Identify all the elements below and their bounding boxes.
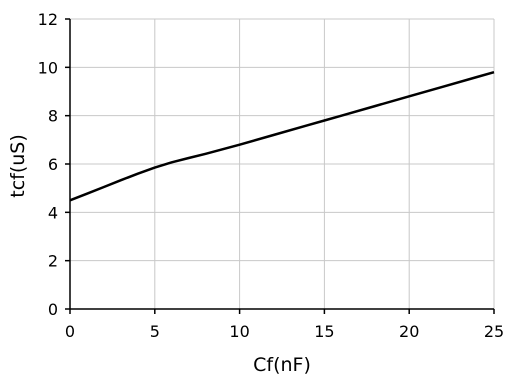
x-tick-label: 10 <box>229 322 249 341</box>
axes <box>65 18 495 314</box>
y-tick-label: 4 <box>48 203 58 222</box>
y-axis-title: tcf(uS) <box>7 134 29 198</box>
x-tick-label: 5 <box>150 322 160 341</box>
y-tick-label: 10 <box>38 58 58 77</box>
series-line <box>69 70 495 202</box>
series-group <box>69 70 495 202</box>
y-tick-label: 6 <box>48 155 58 174</box>
grid <box>69 18 495 310</box>
x-tick-label: 15 <box>314 322 334 341</box>
x-tick-label: 20 <box>399 322 419 341</box>
x-tick-label: 25 <box>484 322 504 341</box>
y-tick-label: 8 <box>48 107 58 126</box>
y-tick-label: 12 <box>38 10 58 29</box>
tick-labels: 0 2 4 6 8 10 12 0 5 10 15 20 25 <box>38 10 505 341</box>
x-axis-title: Cf(nF) <box>253 354 311 376</box>
y-tick-label: 0 <box>48 300 58 319</box>
x-tick-label: 0 <box>65 322 75 341</box>
y-tick-label: 2 <box>48 252 58 271</box>
